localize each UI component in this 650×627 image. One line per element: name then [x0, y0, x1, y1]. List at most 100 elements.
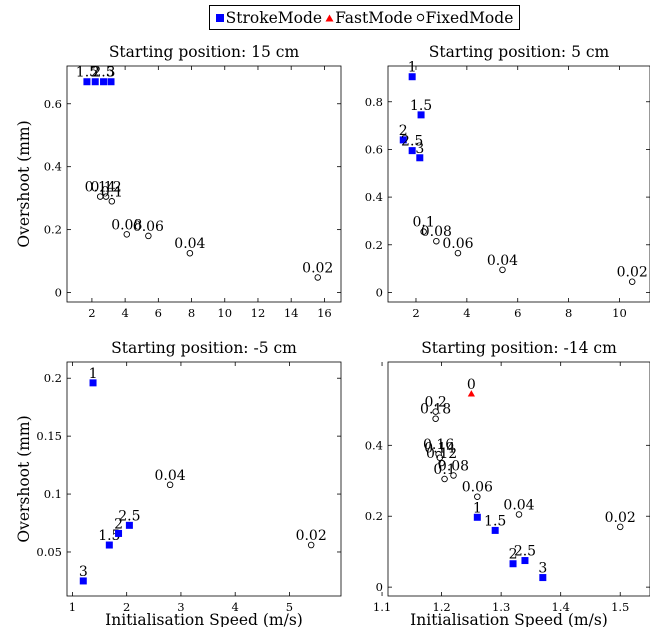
- y-tick-label: 0.4: [44, 160, 62, 174]
- y-tick-label: 0.2: [365, 238, 383, 252]
- data-label: 1.5: [484, 513, 506, 529]
- fastmode-point: [467, 390, 475, 397]
- data-label: 0.14: [424, 441, 455, 457]
- y-tick-label: 0.4: [365, 190, 383, 204]
- y-tick-label: 0.6: [44, 97, 62, 111]
- data-label: 0.06: [133, 219, 164, 235]
- chart-panel-2: Starting position: 5 cm 2 4 6 8 10 0 0.2 0.4 0.6 0…: [365, 43, 650, 320]
- strokemode-point: [416, 154, 424, 162]
- x-tick-label: 2: [123, 600, 130, 614]
- strokemode-point: [100, 78, 108, 86]
- fixedmode-point: [450, 472, 457, 479]
- fixedmode-point: [438, 459, 445, 467]
- data-label: 0.06: [462, 480, 493, 496]
- chart-title: Starting position: -14 cm: [421, 339, 617, 357]
- x-tick-label: 2: [88, 306, 95, 320]
- fixedmode-point: [616, 523, 624, 531]
- fixedmode-point: [433, 237, 440, 245]
- x-tick-label: 8: [188, 306, 195, 320]
- data-label: 1: [473, 500, 482, 516]
- x-tick-label: 1: [69, 600, 76, 614]
- data-label: 0.08: [438, 458, 469, 474]
- strokemode-point: [115, 529, 123, 537]
- strokemode-point: [125, 521, 133, 529]
- x-tick-label: 10: [612, 306, 627, 320]
- data-label: 0.1: [101, 184, 123, 200]
- y-tick-label: 0: [55, 286, 62, 300]
- y-tick-label: 0.2: [44, 223, 62, 237]
- y-axis-label: Overshoot (mm): [15, 415, 33, 542]
- x-tick-label: 1.5: [611, 600, 629, 614]
- red-triangle-marker-icon: [325, 14, 334, 21]
- strokemode-point: [91, 78, 99, 86]
- data-label: 0.04: [487, 253, 518, 269]
- x-tick-label: 8: [565, 306, 572, 320]
- x-tick-label: 4: [232, 600, 239, 614]
- y-tick-label: 0.1: [44, 487, 62, 501]
- legend-item-fastmode: FastMode: [325, 8, 413, 27]
- x-tick-label: 3: [177, 600, 184, 614]
- data-label: 0.02: [296, 528, 327, 544]
- data-label: 0.02: [302, 260, 333, 276]
- fixedmode-point: [441, 475, 448, 483]
- x-tick-label: 5: [286, 600, 293, 614]
- x-tick-label: 1.3: [492, 600, 510, 614]
- legend-label: FastMode: [335, 8, 413, 27]
- fixedmode-point: [474, 493, 481, 500]
- data-label: 2.5: [514, 544, 536, 560]
- y-axis-label: Overshoot (mm): [15, 120, 33, 247]
- data-label: 3: [415, 141, 424, 157]
- data-label: 0.02: [605, 510, 636, 526]
- chart-title: Starting position: 15 cm: [109, 43, 300, 61]
- x-axis-label: Initialisation Speed (m/s): [410, 611, 608, 627]
- fixedmode-point: [499, 266, 506, 274]
- data-label: 1.5: [410, 98, 432, 114]
- strokemode-point: [408, 73, 416, 81]
- fixedmode-point: [314, 274, 322, 281]
- strokemode-point: [408, 147, 416, 155]
- data-label: 0.08: [111, 217, 142, 233]
- data-label: 0.12: [90, 180, 121, 196]
- fixedmode-point: [420, 228, 427, 235]
- y-tick-label: 0.15: [36, 429, 62, 443]
- strokemode-point: [79, 577, 87, 585]
- data-label: 2: [399, 123, 408, 139]
- data-label: 1.5: [98, 528, 120, 544]
- plot-frame: [387, 65, 650, 303]
- x-tick-label: 4: [463, 306, 470, 320]
- data-label: 1.5: [76, 65, 98, 81]
- data-label: 0.04: [174, 236, 205, 252]
- y-tick-label: 0: [376, 285, 383, 299]
- fixedmode-point: [166, 481, 174, 489]
- fixedmode-point: [628, 278, 636, 285]
- data-label: 0.04: [503, 497, 534, 513]
- x-tick-label: 4: [121, 306, 128, 320]
- data-label: 0.1: [412, 215, 434, 231]
- fixedmode-point: [307, 541, 315, 549]
- y-tick-label: 0.2: [365, 509, 383, 523]
- data-label: 0.1: [433, 462, 455, 478]
- strokemode-point: [399, 136, 407, 144]
- data-label: 3: [79, 564, 88, 580]
- x-axis-label: Initialisation Speed (m/s): [105, 611, 303, 627]
- black-circle-marker-icon: [416, 13, 424, 22]
- y-tick-label: 0.05: [36, 545, 62, 559]
- data-label: 0.2: [425, 395, 447, 411]
- plot-frame: [66, 361, 342, 597]
- x-tick-label: 12: [251, 306, 266, 320]
- data-label: 2.5: [401, 134, 423, 150]
- strokemode-point: [509, 560, 517, 568]
- strokemode-point: [473, 513, 481, 521]
- data-label: 1: [89, 366, 98, 382]
- legend: StrokeMode FastMode FixedMode: [209, 5, 520, 30]
- plot-frame: [66, 65, 342, 303]
- data-label: 0.08: [421, 224, 452, 240]
- fixedmode-point: [186, 249, 194, 257]
- legend-item-fixedmode: FixedMode: [416, 9, 513, 27]
- chart-title: Starting position: -5 cm: [111, 339, 297, 357]
- y-tick-label: 0.4: [365, 438, 383, 452]
- strokemode-point: [417, 111, 425, 119]
- data-label: 0: [467, 377, 476, 393]
- chart-panel-3: Starting position: -5 cm 1 2 3 4 5 0.05 0.1 0.15…: [15, 339, 342, 627]
